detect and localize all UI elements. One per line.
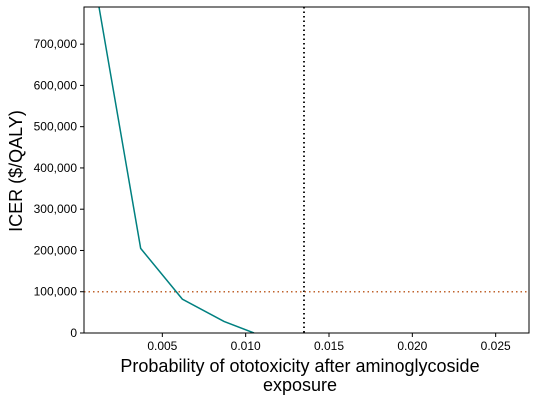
- y-tick-label: 600,000: [34, 78, 78, 92]
- y-axis-title: ICER ($/QALY): [6, 110, 26, 232]
- x-tick-label: 0.025: [481, 339, 511, 353]
- y-tick-label: 200,000: [34, 243, 78, 257]
- y-tick-label: 100,000: [34, 285, 78, 299]
- ticks-layer: 0.005 0.010 0.015 0.020 0.025 0 100,000 200,000…: [34, 37, 511, 353]
- plot-frame: [83, 6, 530, 334]
- x-tick-label: 0.005: [147, 339, 177, 353]
- x-tick-label: 0.020: [397, 339, 427, 353]
- y-tick-label: 700,000: [34, 37, 78, 51]
- y-tick-label: 300,000: [34, 202, 78, 216]
- plot-layer: [83, 6, 530, 334]
- icer-series-line: [98, 7, 255, 333]
- x-axis-title-line-2: exposure: [263, 375, 337, 395]
- y-tick-label: 400,000: [34, 161, 78, 175]
- y-tick-label: 0: [70, 326, 77, 340]
- x-tick-label: 0.015: [314, 339, 344, 353]
- x-tick-label: 0.010: [231, 339, 261, 353]
- y-tick-label: 500,000: [34, 120, 78, 134]
- x-axis-title-line-1: Probability of ototoxicity after aminogl…: [120, 356, 479, 376]
